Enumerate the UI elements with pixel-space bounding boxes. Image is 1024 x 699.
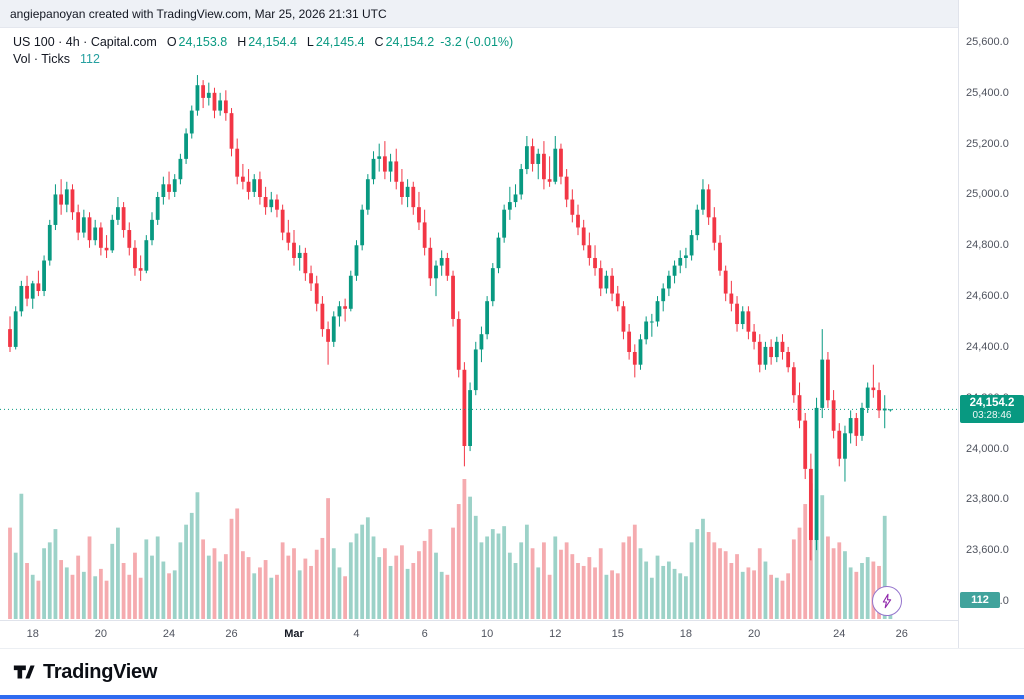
current-price-value: 24,154.2 — [969, 397, 1015, 410]
price-axis-label: 25,000.0 — [966, 188, 1009, 201]
volume-indicator-label[interactable]: Vol · Ticks — [13, 51, 70, 66]
symbol-description[interactable]: US 100 · 4h · Capital.com — [13, 34, 157, 49]
price-axis-label: 24,800.0 — [966, 239, 1009, 252]
ohlc-values: O 24,153.8 — [167, 35, 227, 49]
time-axis-label: Mar — [284, 628, 304, 640]
low-label: L — [306, 34, 314, 49]
open-value: 24,153.8 — [178, 34, 228, 49]
time-axis-label: 20 — [747, 628, 761, 640]
time-axis-label: 24 — [833, 628, 846, 640]
change-value: -3.2 (-0.01%) — [440, 34, 514, 49]
price-axis-label: 25,600.0 — [966, 36, 1009, 48]
attribution-bar: angiepanoyan created with TradingView.co… — [0, 0, 1024, 28]
price-axis-label: 23,800.0 — [966, 493, 1009, 506]
close-value: 24,154.2 — [385, 34, 435, 49]
time-axis-label: 26 — [895, 628, 908, 640]
time-axis-label: 18 — [26, 628, 39, 640]
volume-value-badge: 112 — [960, 592, 1000, 608]
close-label: C — [374, 34, 384, 49]
time-axis-label: 6 — [421, 628, 428, 640]
bar-countdown: 03:28:46 — [972, 410, 1012, 422]
price-axis-label: 23,600.0 — [966, 544, 1009, 557]
time-axis-label: 18 — [679, 628, 693, 640]
volume-indicator-value: 112 — [79, 51, 100, 66]
time-axis-label: 20 — [94, 628, 107, 640]
tradingview-logo-icon — [13, 665, 35, 679]
lightning-icon — [882, 593, 892, 609]
time-axis-label: 15 — [611, 628, 624, 640]
price-axis-label: 25,400.0 — [966, 86, 1009, 99]
symbol-legend-row[interactable]: US 100 · 4h · Capital.com O 24,153.8 H 24,… — [13, 33, 513, 50]
tradingview-logo[interactable]: TradingView — [12, 660, 157, 684]
low-value: 24,145.4 — [315, 34, 365, 49]
time-axis-label: 12 — [549, 628, 562, 640]
tradingview-brand-text: TradingView — [43, 660, 158, 683]
price-axis-label: 24,600.0 — [966, 290, 1009, 303]
time-axis-label: 26 — [225, 628, 238, 640]
time-axis-label: 10 — [480, 628, 494, 640]
price-axis-label: 24,400.0 — [966, 340, 1009, 353]
time-axis[interactable]: 18 20 24 26 Mar 4 6 10 12 15 18 20 24 26 — [0, 620, 958, 648]
price-axis-label: 25,200.0 — [966, 137, 1009, 150]
footer-bar: TradingView — [0, 648, 1024, 695]
bottom-accent-bar — [0, 695, 1024, 699]
volume-legend-row[interactable]: Vol · Ticks 112 — [13, 50, 513, 67]
quick-trade-button[interactable] — [872, 586, 902, 616]
price-axis[interactable]: 24,154.2 03:28:46 112 25,600.0 25,400.0 25… — [958, 0, 1024, 648]
chart-legend: US 100 · 4h · Capital.com O 24,153.8 H 24,… — [13, 33, 513, 67]
price-axis-label: 24,000.0 — [966, 442, 1009, 455]
open-label: O — [166, 34, 177, 49]
attribution-text: angiepanoyan created with TradingView.co… — [10, 7, 387, 21]
high-label: H — [237, 34, 247, 49]
high-value: 24,154.4 — [248, 34, 297, 49]
time-axis-label: 24 — [162, 628, 176, 640]
candlestick-chart[interactable] — [0, 0, 958, 650]
time-axis-label: 4 — [353, 628, 360, 640]
current-price-badge: 24,154.2 03:28:46 — [960, 395, 1024, 424]
